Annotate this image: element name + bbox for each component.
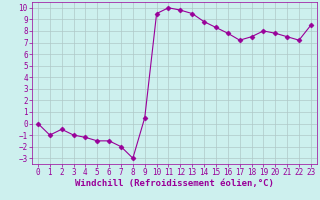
X-axis label: Windchill (Refroidissement éolien,°C): Windchill (Refroidissement éolien,°C) (75, 179, 274, 188)
